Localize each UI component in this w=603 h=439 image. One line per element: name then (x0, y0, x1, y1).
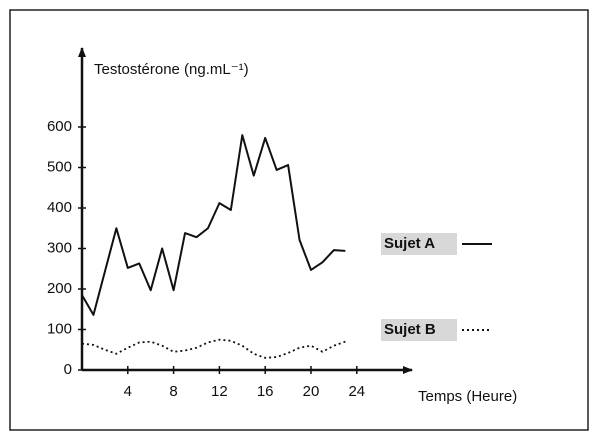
y-tick-label: 600 (47, 118, 72, 135)
frame (9, 9, 589, 431)
legend-label: Sujet B (384, 321, 436, 338)
y-tick-label: 300 (47, 239, 72, 256)
series-line (81, 134, 346, 316)
legend-box (381, 233, 457, 255)
x-tick-label: 24 (348, 383, 365, 400)
x-tick-label: 20 (303, 383, 320, 400)
y-tick-label: 0 (64, 361, 72, 378)
x-tick-label: 4 (124, 383, 132, 400)
y-tick-label: 100 (47, 320, 72, 337)
x-tick-label: 8 (169, 383, 177, 400)
x-axis-label: Temps (Heure) (418, 388, 517, 405)
x-tick-label: 16 (257, 383, 274, 400)
y-tick-label: 500 (47, 158, 72, 175)
legend-box (381, 319, 457, 341)
y-tick-label: 200 (47, 280, 72, 297)
y-axis-label: Testostérone (ng.mL⁻¹) (94, 61, 249, 78)
y-tick-label: 400 (47, 199, 72, 216)
series-line (81, 338, 346, 359)
x-tick-label: 12 (211, 383, 228, 400)
legend-label: Sujet A (384, 235, 435, 252)
